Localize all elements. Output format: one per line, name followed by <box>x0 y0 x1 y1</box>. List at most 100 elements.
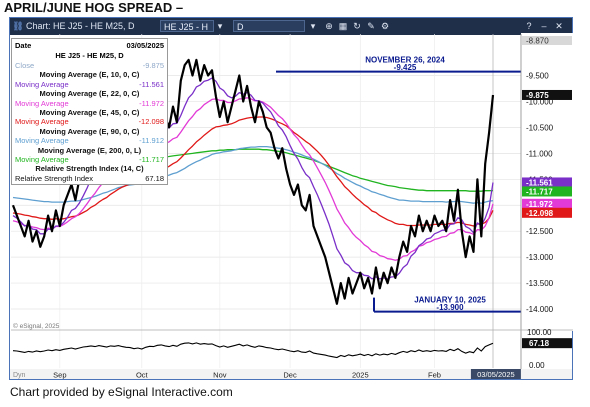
legend-symbol: HE J25 - HE M25, D <box>55 51 124 60</box>
globe-icon[interactable]: ⊕ <box>325 21 333 31</box>
dropdown-icon[interactable]: ▾ <box>310 21 316 31</box>
grid-lines: © eSignal, 2025 <box>11 34 521 368</box>
grid-icon[interactable]: ▦ <box>338 21 348 31</box>
legend-value-row: Moving Average -12.098 <box>15 117 164 126</box>
edit-icon[interactable]: ✎ <box>367 21 375 31</box>
rsi-panel: 100.00 0.00 67.18 <box>11 328 573 370</box>
price-tag-label: -11.972 <box>526 200 553 209</box>
legend-item-name: Moving Average <box>15 98 69 108</box>
dropdown-icon[interactable]: ▾ <box>217 21 223 31</box>
annotation-layer: NOVEMBER 26, 2024-9.425 JANUARY 10, 2025-… <box>276 56 525 313</box>
legend-value-row: Moving Average -11.912 <box>15 136 164 145</box>
y-tick-label: -11.000 <box>526 149 553 158</box>
legend-item-value: -9.875 <box>142 61 164 70</box>
y-tick-label: -14.000 <box>526 305 554 314</box>
data-window: Date 03/05/2025 HE J25 - HE M25, D Close… <box>11 38 168 185</box>
price-tag-bg <box>522 89 572 100</box>
price-tag-bg <box>522 207 572 218</box>
legend-item-name: Moving Average <box>15 136 69 146</box>
x-tick-label: Sep <box>53 371 66 380</box>
x-tick-label: Oct <box>136 371 149 380</box>
legend-study-name: Moving Average (E, 22, 0, C) <box>39 89 140 99</box>
legend-value-row: Moving Average -11.972 <box>15 99 164 108</box>
series-line <box>12 97 494 261</box>
y-tick-label: -10.000 <box>526 97 554 106</box>
y-tick-label: -13.500 <box>526 279 554 288</box>
legend-date-value: 03/05/2025 <box>126 41 164 50</box>
x-tick-label: Nov <box>213 371 227 380</box>
annotation-value: -13.900 <box>436 303 464 312</box>
legend-symbol-row: HE J25 - HE M25, D <box>15 51 164 60</box>
chart-label: Chart: HE J25 - HE M25, D <box>26 21 135 31</box>
dyn-label: Dyn <box>13 372 26 379</box>
minimize-icon[interactable]: – <box>541 21 547 31</box>
price-tag-label: -11.561 <box>526 178 553 187</box>
y-tick-label: -12.500 <box>526 227 554 236</box>
time-axis-bg <box>10 369 572 379</box>
legend-study-name: Moving Average (E, 10, 0, C) <box>39 70 140 80</box>
watermark: © eSignal, 2025 <box>13 322 60 330</box>
symbol-input[interactable]: HE J25 - H <box>160 20 214 32</box>
price-tags: -9.875 -11.561-11.717 -11.972-12.098 <box>522 89 572 218</box>
sync-icon[interactable]: ↻ <box>353 21 361 31</box>
legend-item-name: Moving Average <box>15 117 69 127</box>
time-axis: Dyn Sep Oct Nov Dec 2025 Feb 03/05/2025 <box>10 369 572 380</box>
settings-icon[interactable]: ⚙ <box>380 21 390 31</box>
legend-item-name: Close <box>15 61 35 70</box>
rsi-line <box>12 342 494 359</box>
x-tick-label: 03/05/2025 <box>477 370 515 379</box>
legend-value-row: Close -9.875 <box>15 61 164 70</box>
legend-study-header: Moving Average (E, 200, 0, L) <box>15 146 164 155</box>
legend-date-row: Date 03/05/2025 <box>15 41 164 50</box>
legend-item-name: Relative Strength Index <box>15 173 93 183</box>
legend-study-header: Moving Average (E, 90, 0, C) <box>15 127 164 136</box>
rsi-tick-label: 0.00 <box>529 361 545 370</box>
help-icon[interactable]: ? <box>526 21 532 31</box>
legend-value-row: Moving Average -11.561 <box>15 80 164 89</box>
x-tick-label: 2025 <box>352 371 369 380</box>
annotation-title: NOVEMBER 26, 2024 <box>365 56 445 65</box>
series-line <box>12 145 494 204</box>
rsi-tag-label: 67.18 <box>529 339 550 348</box>
price-tag-bg <box>522 186 572 197</box>
legend-item-value: 67.18 <box>145 173 164 183</box>
x-tick-label: Feb <box>428 371 441 380</box>
legend-study-name: Moving Average (E, 45, 0, C) <box>39 108 140 117</box>
legend-item-value: -11.912 <box>139 136 164 146</box>
interval-select[interactable]: D <box>233 20 305 32</box>
legend-study-header: Moving Average (E, 45, 0, C) <box>15 108 164 117</box>
x-tick-label: Dec <box>283 371 297 380</box>
legend-item-value: -12.098 <box>138 117 164 127</box>
legend-item-value: -11.561 <box>139 79 164 89</box>
legend-study-header: Moving Average (E, 10, 0, C) <box>15 70 164 79</box>
rsi-tag-bg <box>522 338 572 349</box>
legend-item-value: -11.972 <box>139 98 164 108</box>
top-value-label: -8.870 <box>526 37 549 46</box>
price-tag-label: -9.875 <box>526 91 549 100</box>
price-tag-bg <box>522 177 572 188</box>
chart-caption: Chart provided by eSignal Interactive.co… <box>10 385 233 399</box>
legend-value-row: Moving Average -11.717 <box>15 155 164 164</box>
price-tag-label: -11.717 <box>526 187 553 196</box>
legend-study-name: Moving Average (E, 90, 0, C) <box>39 126 140 136</box>
legend-date-label: Date <box>15 41 32 50</box>
legend-item-value: -11.717 <box>139 155 164 164</box>
y-tick-label: -13.000 <box>526 253 554 262</box>
current-date-bg <box>470 369 521 379</box>
legend-study-name: Moving Average (E, 200, 0, L) <box>37 145 142 155</box>
legend-item-name: Moving Average <box>15 155 69 164</box>
legend-study-header: Moving Average (E, 22, 0, C) <box>15 89 164 98</box>
price-tag-label: -12.098 <box>526 209 554 218</box>
legend-item-name: Moving Average <box>15 79 69 89</box>
chart-toolbar: ⛓ Chart: HE J25 - HE M25, D HE J25 - H ▾… <box>10 18 572 35</box>
y-tick-label: -10.500 <box>526 123 554 132</box>
rsi-tick-label: 100.00 <box>527 328 552 337</box>
legend-study-name: Relative Strength Index (14, C) <box>35 164 144 174</box>
close-icon[interactable]: ✕ <box>555 21 563 31</box>
legend-study-header: Relative Strength Index (14, C) <box>15 164 164 173</box>
annotation-title: JANUARY 10, 2025 <box>414 296 486 305</box>
link-icon[interactable]: ⛓ <box>12 21 24 31</box>
y-tick-label: -9.500 <box>526 72 549 81</box>
legend-value-row: Relative Strength Index 67.18 <box>15 174 164 183</box>
